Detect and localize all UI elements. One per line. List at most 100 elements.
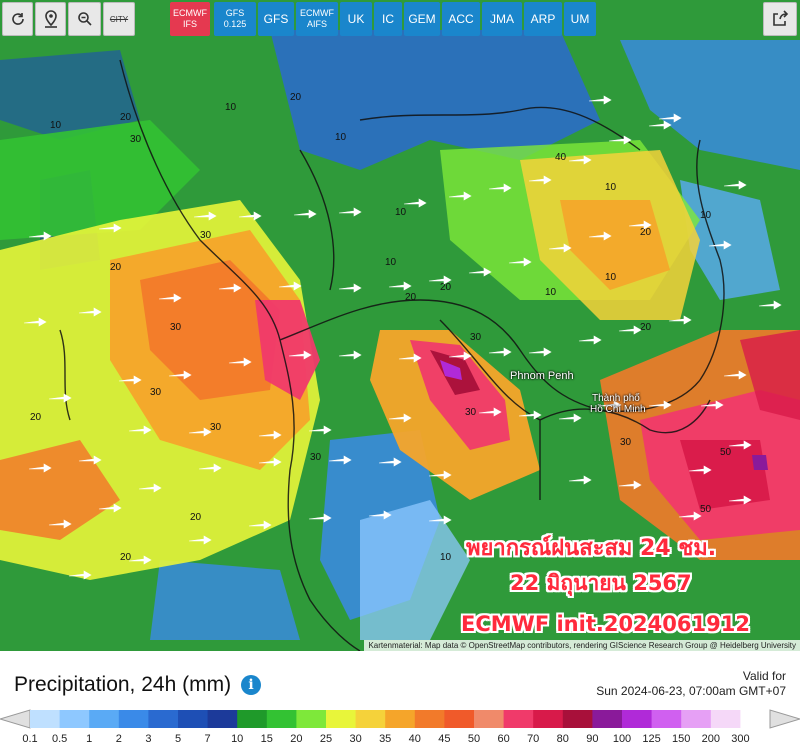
scale-min-arrow bbox=[0, 709, 31, 729]
scale-tick-label: 25 bbox=[319, 733, 333, 745]
wind-arrow-icon bbox=[308, 513, 332, 523]
wind-arrow-icon bbox=[568, 155, 592, 165]
model-gem[interactable]: GEM bbox=[404, 2, 440, 36]
scale-bin bbox=[503, 710, 534, 728]
contour-label: 20 bbox=[30, 412, 42, 423]
legend-panel: Precipitation, 24h (mm) i Valid for Sun … bbox=[0, 651, 800, 749]
model-gfs[interactable]: GFS bbox=[258, 2, 294, 36]
wind-arrow-icon bbox=[338, 207, 362, 217]
model-arp[interactable]: ARP bbox=[524, 2, 562, 36]
scale-bin bbox=[622, 710, 653, 728]
scale-tick-label: 125 bbox=[642, 733, 661, 745]
wind-arrow-icon bbox=[588, 95, 612, 105]
contour-label: 10 bbox=[335, 132, 347, 143]
model-um[interactable]: UM bbox=[564, 2, 596, 36]
scale-bin bbox=[681, 710, 712, 728]
wind-arrow-icon bbox=[193, 211, 217, 221]
city-toggle-label: CITY bbox=[109, 14, 129, 24]
map-canvas[interactable]: 10 20 30 10 20 10 30 20 10 20 30 10 20 30 10 30 20 10 50 30… bbox=[0, 0, 800, 651]
contour-label: 30 bbox=[130, 134, 142, 145]
wind-arrow-icon bbox=[488, 183, 512, 193]
wind-arrow-icon bbox=[448, 351, 472, 361]
scale-bin bbox=[237, 710, 268, 728]
wind-arrow-icon bbox=[138, 483, 162, 493]
contour-label: 10 bbox=[440, 552, 452, 563]
contour-label: 20 bbox=[120, 112, 132, 123]
city-label-ho-chi-minh: Hồ Chí Minh bbox=[590, 404, 646, 415]
wind-arrow-icon bbox=[428, 515, 452, 525]
scale-tick-label: 100 bbox=[612, 733, 632, 745]
contour-label: 30 bbox=[200, 230, 212, 241]
wind-arrow-icon bbox=[388, 413, 412, 423]
scale-bin bbox=[385, 710, 416, 728]
scale-tick-label: 1 bbox=[86, 733, 93, 745]
model-uk[interactable]: UK bbox=[340, 2, 372, 36]
contour-label: 20 bbox=[290, 92, 302, 103]
info-icon[interactable]: i bbox=[241, 675, 262, 695]
wind-arrow-icon bbox=[118, 375, 142, 385]
wind-arrow-icon bbox=[78, 455, 102, 465]
scale-bin bbox=[651, 710, 682, 728]
scale-tick-label: 7 bbox=[204, 733, 211, 745]
wind-arrow-icon bbox=[98, 223, 122, 233]
wind-arrow-icon bbox=[68, 570, 92, 580]
wind-arrow-icon bbox=[48, 393, 72, 403]
city-label-phnom-penh: Phnom Penh bbox=[510, 370, 574, 382]
scale-tick-label: 60 bbox=[497, 733, 510, 745]
scale-bin bbox=[207, 710, 238, 728]
valid-time: Sun 2024-06-23, 07:00am GMT+07 bbox=[596, 684, 786, 698]
scale-max-arrow bbox=[769, 709, 800, 729]
scale-bin bbox=[444, 710, 475, 728]
scale-bin bbox=[533, 710, 564, 728]
wind-arrow-icon bbox=[398, 353, 422, 363]
scale-bin bbox=[296, 710, 327, 728]
valid-label: Valid for bbox=[742, 669, 786, 683]
model-gfs-0125[interactable]: GFS 0.125 bbox=[214, 2, 256, 36]
scale-bin bbox=[59, 710, 90, 728]
wind-arrow-icon bbox=[468, 267, 492, 277]
model-ecmwf-aifs[interactable]: ECMWF AIFS bbox=[296, 2, 338, 36]
wind-arrow-icon bbox=[608, 135, 632, 145]
wind-arrow-icon bbox=[478, 407, 502, 417]
wind-arrow-icon bbox=[618, 480, 642, 490]
wind-arrow-icon bbox=[258, 430, 282, 440]
wind-arrow-icon bbox=[488, 347, 512, 357]
wind-arrow-icon bbox=[728, 440, 752, 450]
wind-arrow-icon bbox=[648, 120, 672, 130]
contour-label: 10 bbox=[700, 210, 712, 221]
city-toggle-button[interactable]: CITY bbox=[103, 2, 135, 36]
wind-arrow-icon bbox=[428, 470, 452, 480]
scale-tick-label: 30 bbox=[349, 733, 362, 745]
city-label-thanh-pho: Thành phố bbox=[592, 393, 640, 404]
wind-arrow-icon bbox=[688, 465, 712, 475]
wind-arrow-icon bbox=[28, 463, 52, 473]
contour-label: 30 bbox=[310, 452, 322, 463]
wind-arrow-icon bbox=[428, 275, 452, 285]
model-ecmwf-ifs[interactable]: ECMWF IFS bbox=[170, 2, 210, 36]
scale-tick-label: 80 bbox=[556, 733, 569, 745]
contour-label: 40 bbox=[555, 152, 567, 163]
wind-arrow-icon bbox=[403, 198, 427, 208]
model-acc[interactable]: ACC bbox=[442, 2, 480, 36]
scale-tick-label: 15 bbox=[260, 733, 273, 745]
scale-bin bbox=[740, 710, 771, 728]
wind-arrow-icon bbox=[338, 350, 362, 360]
contour-label: 10 bbox=[605, 182, 617, 193]
location-button[interactable] bbox=[35, 2, 66, 36]
share-button[interactable] bbox=[763, 2, 797, 36]
wind-arrow-icon bbox=[188, 427, 212, 437]
refresh-button[interactable] bbox=[2, 2, 33, 36]
precipitation-map[interactable]: 10 20 30 10 20 10 30 20 10 20 30 10 20 30 10 30 20 10 50 30… bbox=[0, 0, 800, 651]
scale-bin bbox=[30, 710, 61, 728]
model-jma[interactable]: JMA bbox=[482, 2, 522, 36]
legend-title: Precipitation, 24h (mm) i bbox=[14, 673, 262, 697]
zoom-button[interactable] bbox=[68, 2, 101, 36]
wind-arrow-icon bbox=[248, 520, 272, 530]
wind-arrow-icon bbox=[578, 335, 602, 345]
wind-arrow-icon bbox=[700, 400, 724, 410]
scale-bin bbox=[414, 710, 445, 728]
scale-bin bbox=[355, 710, 386, 728]
scale-bin bbox=[118, 710, 149, 728]
model-ic[interactable]: IC bbox=[374, 2, 402, 36]
wind-arrow-icon bbox=[288, 350, 312, 360]
